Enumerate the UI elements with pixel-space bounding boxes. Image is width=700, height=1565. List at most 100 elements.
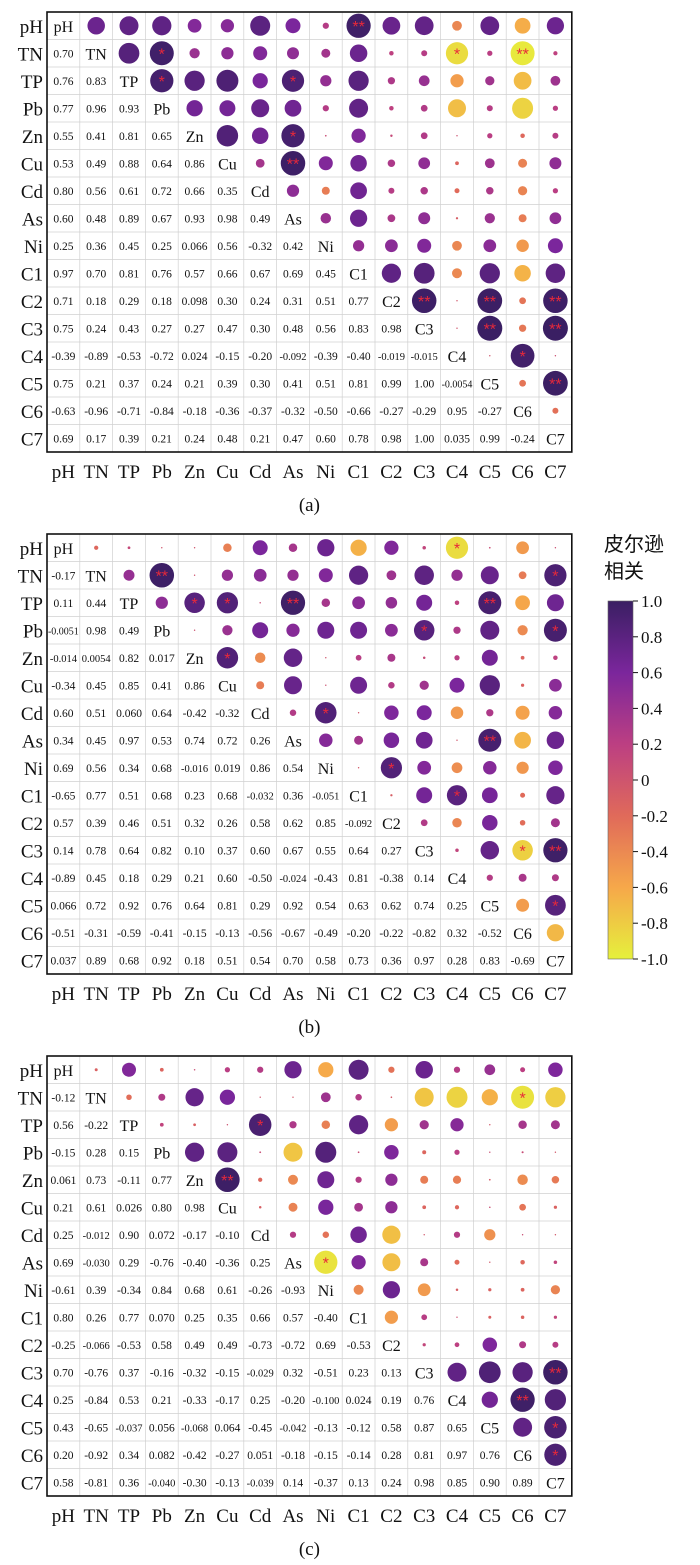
correlation-circle <box>554 1234 557 1236</box>
correlation-circle <box>422 546 426 550</box>
correlation-circle <box>520 683 525 687</box>
data-label: -0.66 <box>347 406 371 418</box>
correlation-circle <box>417 760 432 775</box>
correlation-circle <box>546 924 565 942</box>
data-label: 0.082 <box>149 1450 175 1462</box>
x-tick-label: C4 <box>446 984 469 1005</box>
data-label: 0.71 <box>53 296 73 308</box>
data-label: 0.41 <box>152 680 172 692</box>
colorbar-tick-label: 0.4 <box>641 699 663 718</box>
correlation-circle <box>553 655 558 660</box>
y-tick-label: pH <box>20 539 44 560</box>
correlation-circle <box>189 48 200 59</box>
data-label: 0.49 <box>86 158 106 170</box>
x-tick-label: Cd <box>249 1506 272 1527</box>
data-label: 0.85 <box>119 680 139 692</box>
correlation-circle <box>321 186 330 195</box>
correlation-circle <box>350 182 367 200</box>
data-label: -0.27 <box>478 406 502 418</box>
diagonal-label: TP <box>120 596 139 613</box>
significance-mark: * <box>552 623 558 640</box>
correlation-circle <box>350 539 367 556</box>
correlation-circle <box>258 1177 263 1182</box>
data-label: -0.18 <box>281 1450 305 1462</box>
significance-mark: ** <box>549 294 561 311</box>
data-label: 0.67 <box>152 213 172 225</box>
correlation-circle <box>481 649 498 666</box>
data-label: 0.81 <box>349 873 369 885</box>
x-tick-label: Ni <box>316 462 335 483</box>
correlation-circle <box>446 785 468 806</box>
data-label: -0.18 <box>183 406 207 418</box>
correlation-circle <box>350 676 368 694</box>
correlation-circle <box>321 1120 331 1129</box>
x-tick-label: C2 <box>380 1506 402 1527</box>
data-label: -0.49 <box>314 928 338 940</box>
data-label: 0.64 <box>152 708 172 720</box>
correlation-circle <box>520 133 525 138</box>
correlation-circle <box>453 626 461 634</box>
correlation-circle <box>288 543 298 552</box>
y-tick-label: C7 <box>21 1473 43 1494</box>
correlation-circle <box>489 355 491 357</box>
diagonal-label: C1 <box>349 1310 368 1327</box>
data-label: -0.84 <box>150 406 174 418</box>
correlation-circle <box>259 1096 261 1098</box>
data-label: 0.26 <box>86 1312 106 1324</box>
data-label: 0.80 <box>53 1312 73 1324</box>
correlation-circle <box>255 158 265 168</box>
correlation-circle <box>546 731 565 749</box>
correlation-circle <box>487 133 493 139</box>
significance-mark: * <box>552 568 558 585</box>
data-label: -0.13 <box>215 928 239 940</box>
x-tick-label: Ni <box>316 1506 335 1527</box>
correlation-circle <box>452 20 462 31</box>
data-label: 0.24 <box>152 378 172 390</box>
correlation-circle <box>193 574 196 576</box>
data-label: -0.016 <box>181 764 208 775</box>
data-label: 0.57 <box>283 1312 303 1324</box>
y-tick-label: Zn <box>22 1171 44 1192</box>
data-label: -0.13 <box>314 1422 338 1434</box>
correlation-circle <box>354 1202 363 1212</box>
data-label: 0.30 <box>250 323 270 335</box>
significance-mark: ** <box>484 733 496 750</box>
panel-frame <box>46 11 573 453</box>
data-label: 0.99 <box>480 433 500 445</box>
diagonal-label: C5 <box>480 898 499 915</box>
correlation-circle <box>384 1145 399 1160</box>
data-label: -0.40 <box>347 351 371 363</box>
data-label: 0.23 <box>185 790 205 802</box>
y-tick-label: Ni <box>24 1281 43 1302</box>
correlation-circle <box>320 1092 331 1103</box>
data-label: 0.81 <box>119 131 139 143</box>
data-label: -0.26 <box>248 1285 272 1297</box>
data-label: 0.23 <box>349 1367 369 1379</box>
correlation-circle <box>452 818 462 828</box>
data-label: 0.74 <box>185 735 205 747</box>
correlation-circle <box>411 288 437 313</box>
data-label: -0.67 <box>281 928 305 940</box>
correlation-circle <box>284 676 302 695</box>
correlation-circle <box>418 212 431 225</box>
correlation-circle <box>418 75 430 87</box>
data-label: 0.83 <box>86 76 106 88</box>
data-label: 0.92 <box>152 955 172 967</box>
data-label: 0.77 <box>53 103 73 115</box>
correlation-circle <box>550 75 561 86</box>
data-label: 0.24 <box>86 323 106 335</box>
data-label: 0.37 <box>119 1367 139 1379</box>
data-label: 0.60 <box>53 213 73 225</box>
correlation-circle <box>385 623 398 637</box>
y-tick-label: C4 <box>21 869 44 890</box>
correlation-circle <box>454 1259 460 1265</box>
data-label: 0.98 <box>185 1202 205 1214</box>
correlation-circle <box>520 1287 525 1292</box>
panel-label: (c) <box>299 1539 320 1560</box>
correlation-circle <box>515 705 530 720</box>
correlation-circle <box>388 187 395 194</box>
data-label: -0.22 <box>379 928 403 940</box>
data-label: 0.35 <box>217 1312 237 1324</box>
significance-mark: * <box>323 1255 329 1272</box>
correlation-circle <box>518 1120 527 1129</box>
